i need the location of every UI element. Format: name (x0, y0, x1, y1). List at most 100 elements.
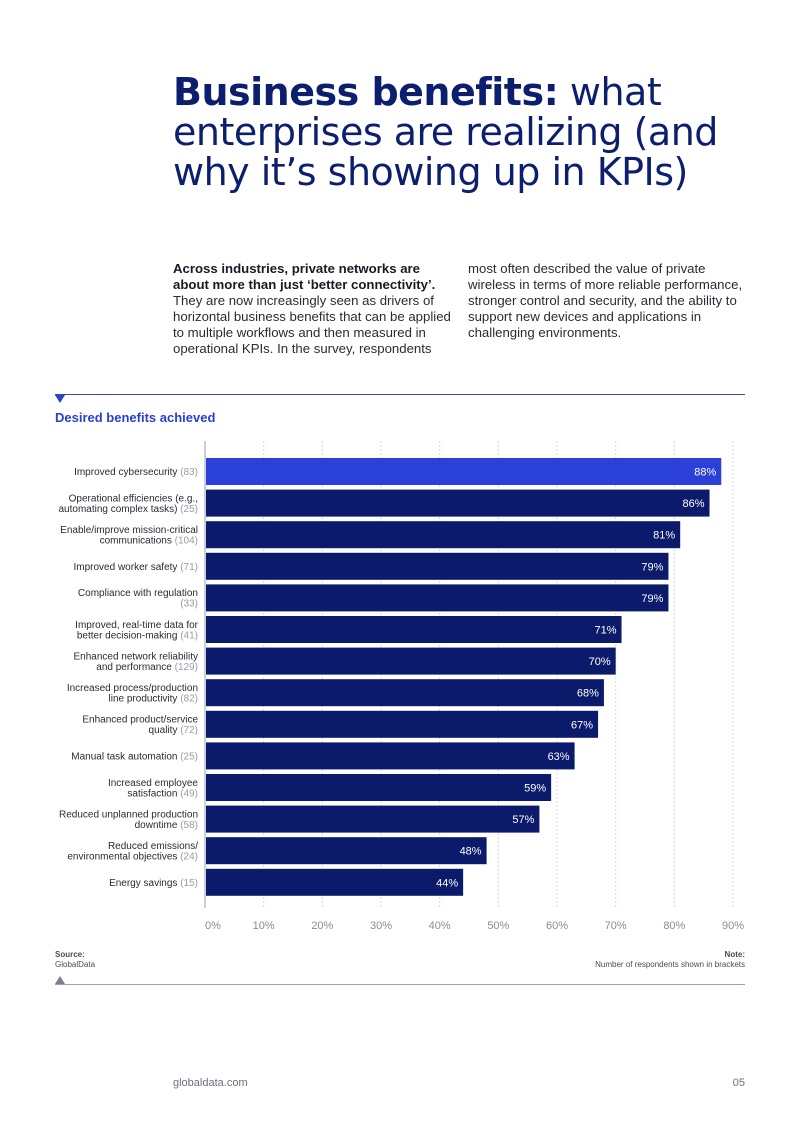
bar-value-label: 68% (577, 688, 599, 700)
bar (206, 584, 669, 612)
category-label: Enhanced network reliability (73, 651, 198, 662)
bar-value-label: 48% (460, 846, 482, 858)
respondent-count: (41) (177, 630, 198, 641)
category-label-text: Enhanced product/service (82, 715, 198, 726)
intro-body-right: most often described the value of privat… (468, 261, 743, 340)
intro-body-left: They are now increasingly seen as driver… (173, 293, 451, 356)
bar (206, 774, 552, 801)
intro-column-left: Across industries, private networks are … (173, 261, 455, 357)
respondent-count: (24) (177, 851, 198, 862)
category-label-text: Reduced emissions/ (108, 841, 198, 852)
category-label-text: and performance (96, 662, 172, 673)
category-label-text: Improved cybersecurity (74, 467, 177, 478)
category-label-text: Increased employee (108, 778, 198, 789)
category-label: Improved worker safety (71) (74, 562, 199, 573)
bar-value-label: 70% (589, 656, 611, 668)
x-tick-label: 30% (370, 920, 392, 932)
category-label-text: Compliance with regulation (78, 588, 198, 599)
respondent-count: (72) (177, 725, 198, 736)
category-label: quality (72) (149, 725, 198, 736)
category-label-text: better decision-making (77, 630, 178, 641)
x-tick-label: 40% (429, 920, 451, 932)
bar (206, 521, 681, 549)
respondent-count: (25) (177, 504, 198, 515)
category-label: Enable/improve mission-critical (60, 525, 198, 536)
page-title-bold: Business benefits: (173, 70, 559, 114)
bar-value-label: 44% (436, 877, 458, 889)
bar-value-label: 71% (595, 625, 617, 637)
bar-value-label: 88% (694, 467, 716, 479)
category-label: better decision-making (41) (77, 630, 198, 641)
note-text: Number of respondents shown in brackets (595, 960, 745, 969)
x-tick-label: 50% (487, 920, 509, 932)
respondent-count: (83) (177, 467, 198, 478)
intro-lead: Across industries, private networks are … (173, 261, 436, 292)
category-label-text: Energy savings (109, 878, 177, 889)
respondent-count: (82) (177, 693, 198, 704)
chart-heading: Desired benefits achieved (55, 410, 216, 425)
x-tick-label: 10% (253, 920, 275, 932)
bar (206, 552, 669, 580)
bar (206, 837, 487, 865)
category-label-text: communications (100, 535, 172, 546)
triangle-up-icon (55, 976, 65, 984)
bar (206, 616, 622, 643)
category-label: satisfaction (49) (127, 788, 198, 799)
bar (206, 868, 464, 896)
bar (206, 458, 722, 485)
category-label: Reduced emissions/ (108, 841, 198, 852)
bar-value-label: 79% (641, 561, 663, 573)
respondent-count: (104) (172, 535, 198, 546)
category-label: Operational efficiencies (e.g., (69, 493, 198, 504)
category-label: Manual task automation (25) (71, 751, 198, 762)
respondent-count: (33) (180, 599, 198, 610)
page-title-rest: what enterprises are realizing (and why … (173, 70, 718, 194)
category-label-text: downtime (135, 820, 178, 831)
category-label-text: environmental objectives (67, 851, 177, 862)
x-tick-label: 20% (311, 920, 333, 932)
respondent-count: (129) (172, 662, 198, 673)
category-label: Enhanced product/service (82, 715, 198, 726)
category-label-text: satisfaction (127, 788, 177, 799)
bar (206, 679, 604, 707)
category-label: communications (104) (100, 535, 198, 546)
bar (206, 710, 599, 738)
category-label: Improved, real-time data for (75, 620, 198, 631)
note-label: Note: (724, 950, 745, 959)
category-label-text: Increased process/production (67, 683, 198, 694)
category-label: and performance (129) (96, 662, 198, 673)
respondent-count: (15) (177, 878, 198, 889)
bar-value-label: 79% (641, 593, 663, 605)
bar-value-label: 81% (653, 530, 675, 542)
bar-value-label: 86% (683, 498, 705, 510)
category-label: (33) (180, 599, 198, 610)
x-tick-label: 70% (605, 920, 627, 932)
bar-value-label: 63% (548, 751, 570, 763)
category-label: environmental objectives (24) (67, 851, 198, 862)
bar (206, 647, 616, 675)
category-label-text: Manual task automation (71, 751, 177, 762)
category-label: Compliance with regulation (78, 588, 198, 599)
x-tick-label: 80% (663, 920, 685, 932)
category-label-text: line productivity (109, 693, 178, 704)
category-label: Energy savings (15) (109, 878, 198, 889)
category-label-text: Improved worker safety (74, 562, 178, 573)
category-label-text: Improved, real-time data for (75, 620, 198, 631)
category-label-text: automating complex tasks) (58, 504, 177, 515)
category-label: downtime (58) (135, 820, 198, 831)
footer-site: globaldata.com (173, 1077, 248, 1089)
category-label-text: Enable/improve mission-critical (60, 525, 198, 536)
bar (206, 805, 540, 833)
chart-bottom-rule (55, 984, 745, 985)
chart-top-rule (55, 394, 745, 395)
bar (206, 742, 575, 770)
bar-value-label: 67% (571, 719, 593, 731)
source-text: GlobalData (55, 960, 96, 969)
source-note: Source: GlobalData (55, 950, 95, 970)
category-label: Improved cybersecurity (83) (74, 467, 198, 478)
x-tick-label: 90% (722, 920, 744, 932)
category-label: Increased process/production (67, 683, 198, 694)
respondent-count: (49) (177, 788, 198, 799)
respondents-note: Note: Number of respondents shown in brac… (595, 950, 745, 970)
page-number: 05 (732, 1077, 745, 1089)
